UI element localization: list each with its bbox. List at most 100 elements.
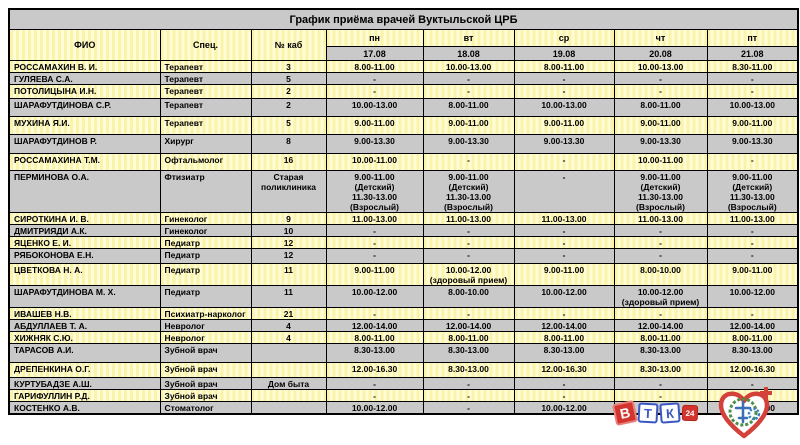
doctor-name: ДМИТРИЯДИ А.К. — [8, 224, 161, 237]
time-fri: 8.00-11.00 — [706, 331, 799, 344]
doctor-row: ПОТОЛИЦЫНА И.Н. Терапевт 2- - - - - — [8, 84, 799, 99]
date-tue: 18.08 — [422, 46, 515, 61]
doctor-name: ГАРИФУЛЛИН Р.Д. — [8, 389, 161, 402]
header-spec: Спец. — [159, 29, 252, 61]
doctor-specialty: Терапевт — [159, 84, 252, 99]
doctor-specialty: Терапевт — [159, 72, 252, 85]
time-mon: 8.00-11.00 — [325, 331, 424, 344]
cabinet-number: 11 — [250, 285, 327, 308]
time-wed: - — [513, 248, 615, 264]
time-mon: 9.00-11.00 — [325, 263, 424, 286]
doctor-row: РЯБОКОНОВА Е.Н. Педиатр 12- - - - - — [8, 248, 799, 264]
time-thu: 11.00-13.00 — [613, 212, 708, 225]
time-mon: 10.00-12.00 — [325, 285, 424, 308]
time-tue: - — [422, 236, 515, 249]
cabinet-number: 16 — [250, 153, 327, 171]
date-mon: 17.08 — [325, 46, 424, 61]
time-thu: 9.00-13.30 — [613, 134, 708, 154]
time-wed: 8.00-11.00 — [513, 60, 615, 73]
doctor-specialty: Педиатр — [159, 236, 252, 249]
doctor-name: РОССАМАХИН В. И. — [8, 60, 161, 73]
time-thu: - — [613, 307, 708, 320]
time-thu: - — [613, 248, 708, 264]
time-tue: 9.00-11.00 (Детский) 11.30-13.00 (Взросл… — [422, 170, 515, 213]
time-fri: 9.00-11.00 — [706, 263, 799, 286]
time-thu: - — [613, 236, 708, 249]
time-tue: - — [422, 224, 515, 237]
time-fri: 8.30-13.00 — [706, 343, 799, 363]
doctor-specialty: Зубной врач — [159, 377, 252, 390]
doctor-specialty: Фтизиатр — [159, 170, 252, 213]
doctor-specialty: Гинеколог — [159, 212, 252, 225]
time-mon: 10.00-13.00 — [325, 98, 424, 117]
time-wed: 12.00-16.30 — [513, 362, 615, 378]
time-tue: - — [422, 248, 515, 264]
date-thu: 20.08 — [613, 46, 708, 61]
doctor-specialty: Педиатр — [159, 285, 252, 308]
time-tue: 8.00-10.00 — [422, 285, 515, 308]
doctor-row: РОССАМАХИНА Т.М. Офтальмолог 16 10.00-11.00… — [8, 153, 799, 171]
header-cab: № каб — [250, 29, 327, 61]
doctor-specialty: Гинеколог — [159, 224, 252, 237]
time-tue: 10.00-12.00 (здоровый прием) — [422, 263, 515, 286]
cabinet-number: 5 — [250, 116, 327, 135]
doctor-row: ЦВЕТКОВА Н. А. Педиатр 11 9.00-11.00 10.00-1… — [8, 263, 799, 286]
doctor-row: АБДУЛЛАЕВ Т. А. Невролог 4 12.00-14.00 12.00… — [8, 319, 799, 332]
time-mon: - — [325, 389, 424, 402]
cabinet-number: 2 — [250, 98, 327, 117]
time-tue: 9.00-11.00 — [422, 116, 515, 135]
cabinet-number: 3 — [250, 60, 327, 73]
time-mon: 11.00-13.00 — [325, 212, 424, 225]
doctor-row: ИВАШЕВ Н.В. Психиатр-нарколог 21- - - - - — [8, 307, 799, 320]
time-fri: - — [706, 224, 799, 237]
time-tue: 8.00-11.00 — [422, 98, 515, 117]
time-thu: - — [613, 84, 708, 99]
doctor-specialty: Терапевт — [159, 60, 252, 73]
gear — [747, 407, 761, 421]
cabinet-number: 12 — [250, 248, 327, 264]
time-fri: 9.00-13.30 — [706, 134, 799, 154]
schedule-body: РОССАМАХИН В. И. Терапевт 3 8.00-11.00 10.00… — [8, 60, 799, 415]
red-cross — [760, 387, 772, 399]
time-tue: - — [422, 153, 515, 171]
doctor-specialty: Зубной врач — [159, 343, 252, 363]
time-wed: 10.00-12.00 — [513, 401, 615, 415]
time-fri: - — [706, 84, 799, 99]
date-wed: 19.08 — [513, 46, 615, 61]
vtk-tile-v: В — [611, 399, 639, 427]
time-wed: 11.00-13.00 — [513, 212, 615, 225]
doctor-row: ШАРАФУТДИНОВА М. Х. Педиатр 11 10.00-12.00 8… — [8, 285, 799, 308]
doctor-specialty: Терапевт — [159, 98, 252, 117]
doctor-row: МУХИНА Я.И. Терапевт 5 9.00-11.00 9.00-11.00… — [8, 116, 799, 135]
time-mon: 12.00-16.30 — [325, 362, 424, 378]
header-day-row: ФИО Спец. № каб пн вт ср чт пт — [8, 29, 799, 61]
doctor-name: ШАРАФУТДИНОВА С.Р. — [8, 98, 161, 117]
doctor-name: ЯЦЕНКО Е. И. — [8, 236, 161, 249]
time-fri: - — [706, 236, 799, 249]
table-title-row: График приёма врачей Вуктыльской ЦРБ — [8, 8, 799, 30]
time-wed: 12.00-14.00 — [513, 319, 615, 332]
time-thu: 8.00-11.00 — [613, 98, 708, 117]
time-mon: - — [325, 236, 424, 249]
doctor-specialty: Педиатр — [159, 263, 252, 286]
doctor-specialty: Офтальмолог — [159, 153, 252, 171]
time-mon: 10.00-11.00 — [325, 153, 424, 171]
time-fri: 11.00-13.00 — [706, 212, 799, 225]
time-fri: - — [706, 153, 799, 171]
time-wed: - — [513, 153, 615, 171]
doctor-row: РОССАМАХИН В. И. Терапевт 3 8.00-11.00 10.00… — [8, 60, 799, 73]
time-thu: 9.00-11.00 (Детский) 11.30-13.00 (Взросл… — [613, 170, 708, 213]
doctor-name: КОСТЕНКО А.В. — [8, 401, 161, 415]
time-tue: 8.30-13.00 — [422, 343, 515, 363]
cabinet-number: 2 — [250, 84, 327, 99]
date-fri: 21.08 — [706, 46, 799, 61]
vtk24-logo: В Т К 24 — [611, 399, 699, 427]
cabinet-number — [250, 401, 327, 415]
time-wed: - — [513, 377, 615, 390]
cabinet-number: 8 — [250, 134, 327, 154]
header-day-mon: пн — [325, 29, 424, 47]
time-wed: - — [513, 224, 615, 237]
heart-medical-logo — [718, 387, 772, 439]
time-tue: 9.00-13.30 — [422, 134, 515, 154]
